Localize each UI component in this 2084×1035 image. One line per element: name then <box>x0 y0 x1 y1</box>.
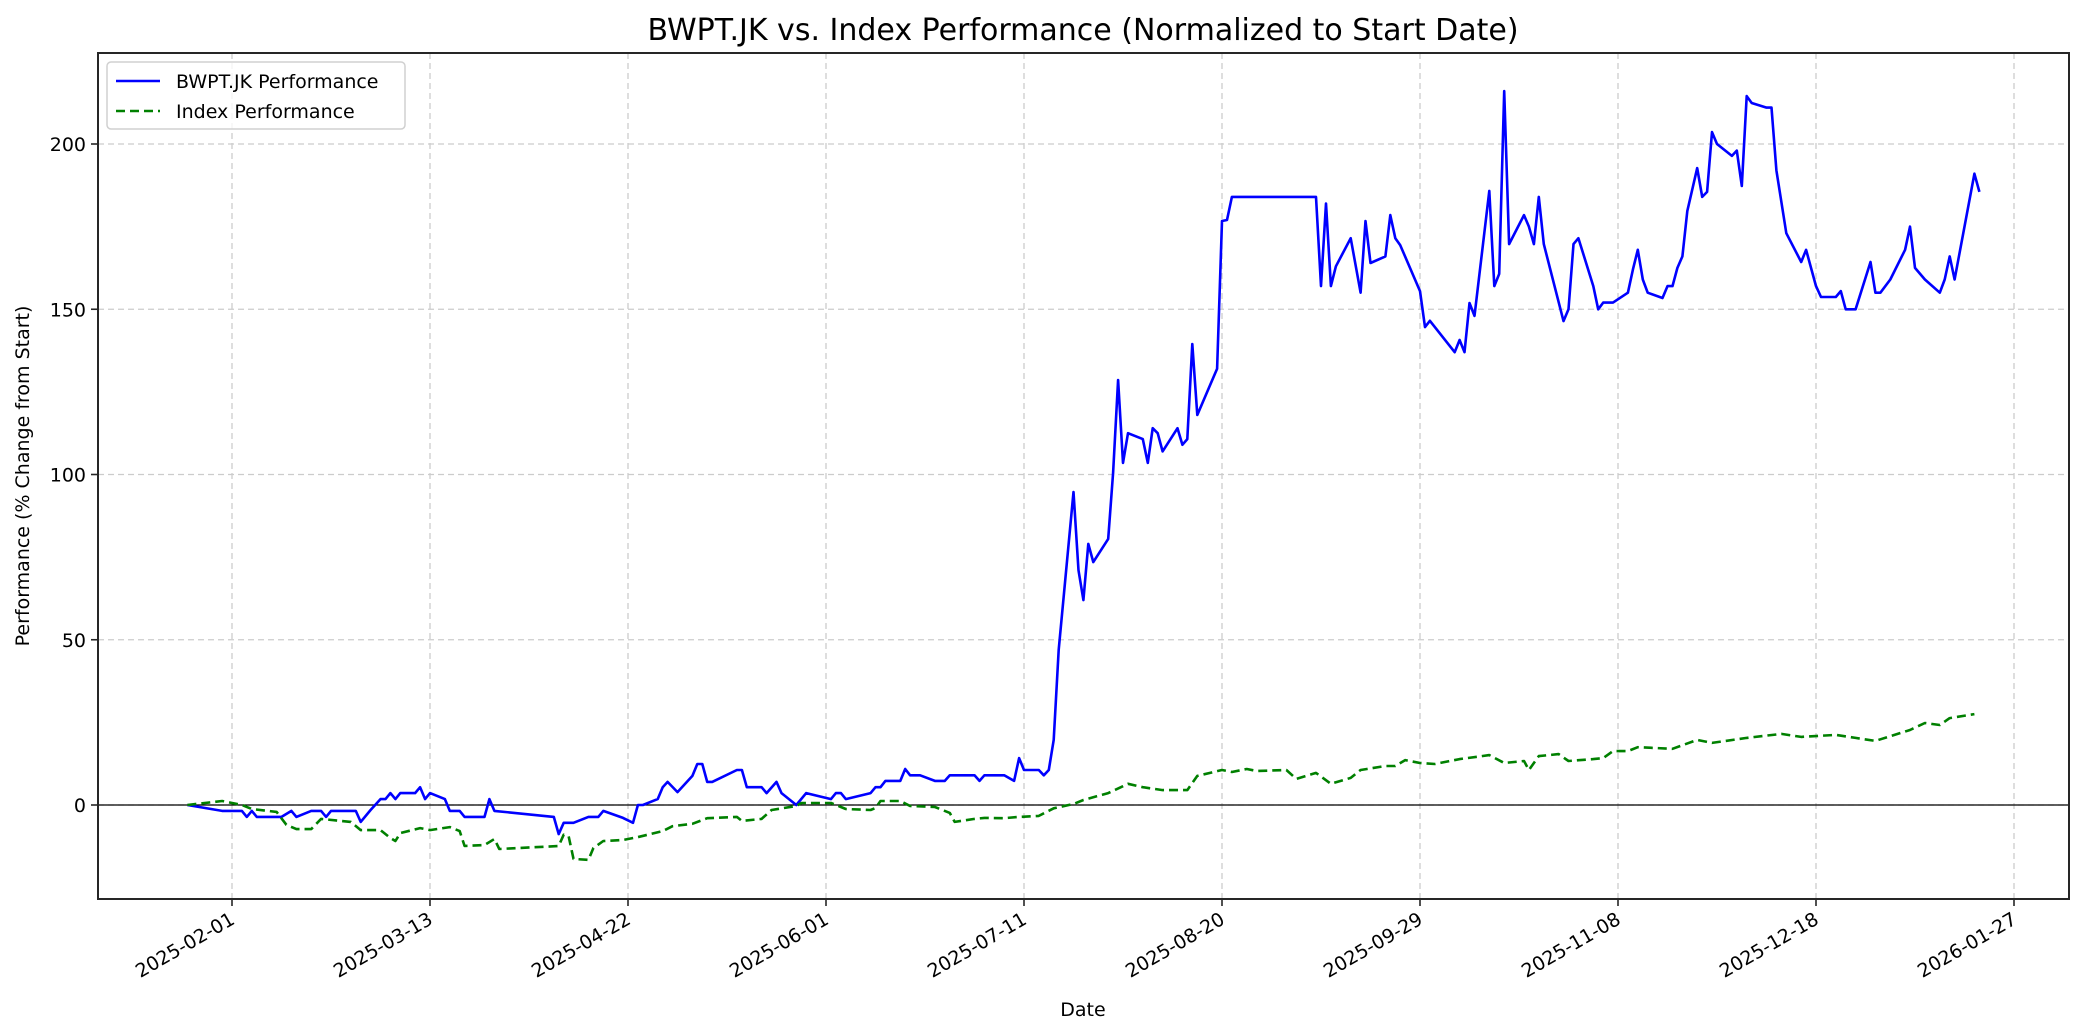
x-tick-label: 2025-08-20 <box>1122 908 1229 982</box>
x-tick-label: 2025-12-18 <box>1716 908 1823 982</box>
x-tick-label: 2025-06-01 <box>726 908 833 982</box>
y-axis: 0 50 100 150 200 <box>50 134 98 817</box>
plot-area <box>97 52 2070 900</box>
legend: BWPT.JK Performance Index Performance <box>106 61 406 130</box>
chart-title: BWPT.JK vs. Index Performance (Normalize… <box>647 13 1518 48</box>
x-tick-label: 2025-03-13 <box>330 908 437 982</box>
y-tick-label: 200 <box>50 134 86 156</box>
series-line-index <box>187 712 1975 862</box>
y-tick-label: 0 <box>74 795 86 817</box>
x-tick-label: 2026-01-27 <box>1914 908 2021 982</box>
x-tick-label: 2025-09-29 <box>1320 908 1427 982</box>
legend-box <box>106 61 406 130</box>
series-lines <box>187 89 1981 862</box>
y-tick-label: 150 <box>50 299 86 321</box>
y-tick-label: 100 <box>50 465 86 487</box>
plot-frame <box>97 52 2070 900</box>
series-line-bwpt <box>187 89 1981 836</box>
x-axis: 2025-02-01 2025-03-13 2025-04-22 2025-06-01… <box>132 899 2021 983</box>
y-tick-label: 50 <box>62 630 86 652</box>
x-tick-label: 2025-11-08 <box>1518 908 1625 982</box>
legend-label-index: Index Performance <box>176 101 355 123</box>
plot-background <box>98 53 2069 899</box>
x-tick-label: 2025-02-01 <box>132 908 239 982</box>
y-axis-label: Performance (% Change from Start) <box>12 306 34 647</box>
legend-label-bwpt: BWPT.JK Performance <box>176 71 379 93</box>
x-tick-label: 2025-07-11 <box>924 908 1031 982</box>
x-tick-label: 2025-04-22 <box>528 908 635 982</box>
x-axis-label: Date <box>1060 999 1105 1021</box>
